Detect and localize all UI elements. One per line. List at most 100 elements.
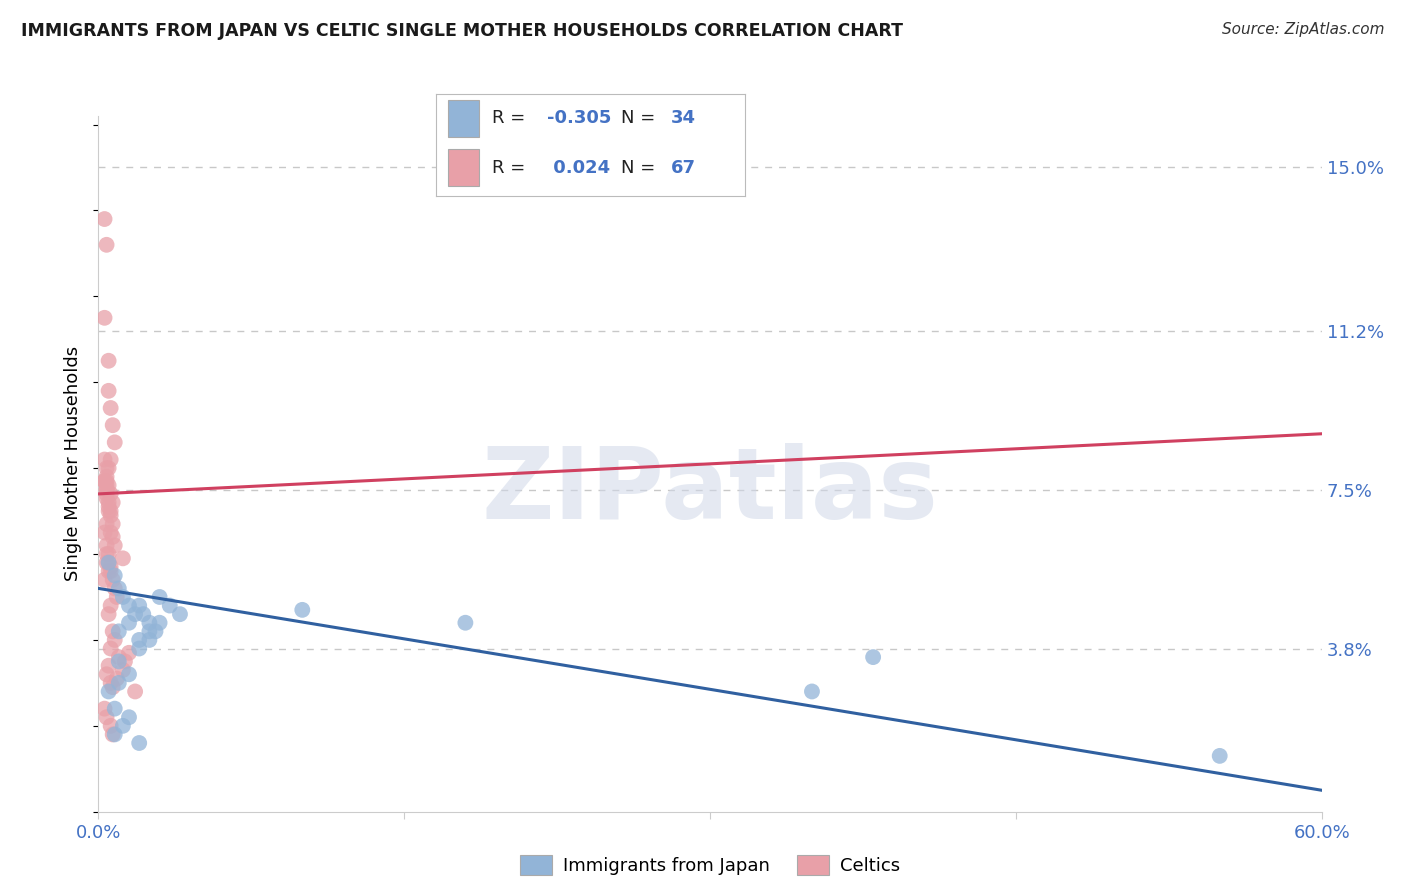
Point [108, 654, 131, 668]
Point [97, 547, 120, 561]
Point [101, 624, 124, 639]
Text: -0.305: -0.305 [547, 110, 612, 128]
Point [132, 607, 155, 622]
Text: N =: N = [621, 110, 661, 128]
Point [104, 568, 127, 582]
Point [101, 573, 124, 587]
Point [100, 599, 122, 613]
Point [97, 478, 120, 492]
Point [454, 615, 477, 630]
Point [97, 556, 120, 570]
Point [97, 384, 120, 398]
Text: R =: R = [492, 110, 530, 128]
Point [118, 599, 141, 613]
Point [138, 624, 160, 639]
Point [100, 452, 122, 467]
Point [100, 508, 122, 523]
Point [96, 538, 118, 552]
Point [96, 516, 118, 531]
Point [104, 582, 127, 596]
Text: 34: 34 [671, 110, 696, 128]
Point [96, 667, 118, 681]
Point [100, 719, 122, 733]
Point [96, 478, 118, 492]
Point [169, 607, 191, 622]
Point [93, 452, 115, 467]
Point [96, 547, 118, 561]
Point [128, 641, 150, 656]
Point [124, 684, 146, 698]
Point [96, 469, 118, 483]
Point [96, 483, 118, 497]
Point [145, 624, 167, 639]
Point [96, 237, 118, 252]
Point [111, 551, 134, 566]
Legend: Immigrants from Japan, Celtics: Immigrants from Japan, Celtics [512, 847, 908, 883]
Point [138, 615, 160, 630]
Point [101, 680, 124, 694]
Text: Source: ZipAtlas.com: Source: ZipAtlas.com [1222, 22, 1385, 37]
Point [104, 435, 127, 450]
Point [101, 727, 124, 741]
Point [104, 538, 127, 552]
Point [111, 719, 134, 733]
Point [1209, 748, 1232, 763]
Point [291, 603, 314, 617]
Point [97, 607, 120, 622]
Point [93, 474, 115, 488]
Point [118, 646, 141, 660]
Point [108, 676, 131, 690]
Point [97, 684, 120, 698]
Point [111, 663, 134, 677]
Point [104, 632, 127, 647]
Point [862, 650, 884, 665]
Point [100, 504, 122, 518]
Point [128, 599, 150, 613]
Point [100, 641, 122, 656]
Point [96, 483, 118, 497]
Point [100, 564, 122, 578]
Point [93, 701, 115, 715]
Point [97, 504, 120, 518]
Point [93, 474, 115, 488]
Point [100, 487, 122, 501]
Point [97, 461, 120, 475]
Point [97, 495, 120, 509]
Point [100, 560, 122, 574]
Point [97, 658, 120, 673]
Point [128, 632, 150, 647]
Text: N =: N = [621, 159, 661, 177]
Text: 67: 67 [671, 159, 696, 177]
Point [118, 615, 141, 630]
Point [96, 491, 118, 506]
Point [105, 672, 128, 686]
Point [104, 727, 127, 741]
Point [101, 418, 124, 433]
Point [108, 582, 131, 596]
Text: R =: R = [492, 159, 530, 177]
Point [101, 516, 124, 531]
Point [96, 487, 118, 501]
Text: ZIPatlas: ZIPatlas [482, 443, 938, 541]
Point [93, 212, 115, 227]
Point [159, 599, 181, 613]
Point [100, 676, 122, 690]
Point [97, 353, 120, 368]
Point [124, 607, 146, 622]
Point [101, 530, 124, 544]
Point [93, 310, 115, 325]
Point [101, 495, 124, 509]
Point [801, 684, 824, 698]
Y-axis label: Single Mother Households: Single Mother Households [65, 346, 83, 582]
Text: 0.024: 0.024 [547, 159, 610, 177]
Point [138, 632, 160, 647]
Point [108, 624, 131, 639]
Point [118, 667, 141, 681]
Text: IMMIGRANTS FROM JAPAN VS CELTIC SINGLE MOTHER HOUSEHOLDS CORRELATION CHART: IMMIGRANTS FROM JAPAN VS CELTIC SINGLE M… [21, 22, 903, 40]
Point [105, 590, 128, 604]
Point [93, 525, 115, 540]
Point [96, 461, 118, 475]
Point [97, 556, 120, 570]
Point [100, 401, 122, 415]
Point [128, 736, 150, 750]
